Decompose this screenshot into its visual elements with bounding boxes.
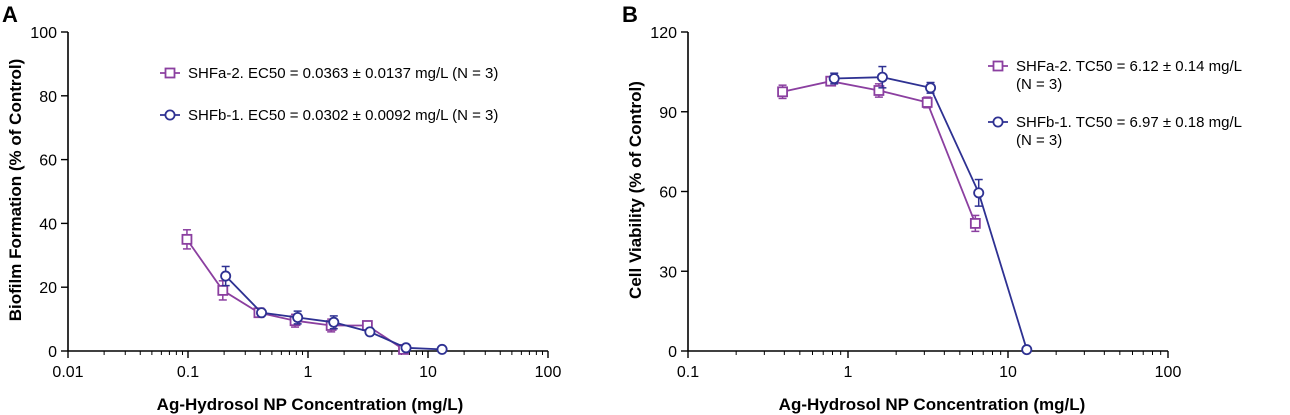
panel-b-y-tick-label: 30 xyxy=(659,264,677,281)
panel-b-x-tick-label: 10 xyxy=(999,364,1017,381)
panel-a-y-tick-label: 100 xyxy=(30,25,57,42)
panel-b-legend-circles-marker xyxy=(992,116,1004,128)
panel-a-series-circles-point xyxy=(220,270,232,282)
panel-a-label: A xyxy=(2,2,18,27)
panel-b-series-circles-point xyxy=(973,187,985,199)
panel-b-series xyxy=(777,65,1033,356)
panel-a-legend-circles-marker xyxy=(164,109,176,121)
panel-a-legend-squares-text: SHFa-2. EC50 = 0.0363 ± 0.0137 mg/L (N =… xyxy=(188,65,498,82)
panel-a-y-axis-title: Biofilm Formation (% of Control) xyxy=(6,59,25,322)
panel-b-series-circles-point xyxy=(1021,344,1033,356)
panel-b-series-circles-point xyxy=(925,82,937,94)
panel-a-x-tick-label: 0.1 xyxy=(177,364,199,381)
panel-b-series-squares-point xyxy=(921,97,933,108)
panel-b-x-axis-title: Ag-Hydrosol NP Concentration (mg/L) xyxy=(779,395,1086,414)
panel-b-axes: 0.1 1 10 100 0 30 60 90 120 xyxy=(650,25,1181,381)
panel-b-series-squares-point xyxy=(969,217,981,229)
panel-b-y-axis-title: Cell Viability (% of Control) xyxy=(626,81,645,299)
panel-b-series-squares-point xyxy=(873,85,885,96)
panel-b: B Cell Viability (% of Control) Ag-Hydro… xyxy=(622,2,1242,414)
panel-a-series-circles-point xyxy=(256,307,268,319)
panel-b-label: B xyxy=(622,2,638,27)
panel-a-legend-circles-text: SHFb-1. EC50 = 0.0302 ± 0.0092 mg/L (N =… xyxy=(188,107,498,124)
panel-b-y-tick-label: 0 xyxy=(668,344,677,361)
panel-a-y-tick-label: 80 xyxy=(39,89,57,106)
panel-a: A Biofilm Formation (% of Control) Ag-Hy… xyxy=(2,2,561,414)
panel-b-series-circles-point xyxy=(828,73,840,85)
panel-a-x-axis-title: Ag-Hydrosol NP Concentration (mg/L) xyxy=(157,395,464,414)
panel-b-series-circles-point xyxy=(876,71,888,83)
panel-a-series-circles-point xyxy=(400,342,412,354)
panel-b-x-tick-label: 0.1 xyxy=(677,364,699,381)
panel-b-series-squares-line xyxy=(782,80,977,224)
panel-b-legend-squares-text: SHFa-2. TC50 = 6.12 ± 0.14 mg/L xyxy=(1016,58,1242,75)
panel-b-legend: SHFa-2. TC50 = 6.12 ± 0.14 mg/L(N = 3)SH… xyxy=(988,58,1242,149)
panel-a-series-circles-point xyxy=(364,326,376,338)
panel-b-legend-squares-text: (N = 3) xyxy=(1016,76,1062,93)
panel-a-series-squares-point xyxy=(217,284,229,296)
panel-b-legend-circles-text: SHFb-1. TC50 = 6.97 ± 0.18 mg/L xyxy=(1016,114,1242,131)
panel-a-y-tick-label: 20 xyxy=(39,280,57,297)
panel-a-series-circles-point xyxy=(292,312,304,324)
panel-a-y-tick-label: 40 xyxy=(39,216,57,233)
panel-b-x-tick-label: 100 xyxy=(1155,364,1182,381)
panel-a-series xyxy=(181,229,448,355)
panel-b-legend-circles-text: (N = 3) xyxy=(1016,132,1062,149)
panel-a-series-circles-point xyxy=(436,343,448,355)
panel-a-y-tick-label: 60 xyxy=(39,153,57,170)
panel-b-y-tick-label: 60 xyxy=(659,185,677,202)
panel-a-x-tick-label: 0.01 xyxy=(52,364,83,381)
panel-b-y-tick-label: 120 xyxy=(650,25,677,42)
panel-a-legend-squares-marker xyxy=(164,67,176,79)
panel-a-x-tick-label: 10 xyxy=(419,364,437,381)
panel-b-y-tick-label: 90 xyxy=(659,105,677,122)
panel-a-legend: SHFa-2. EC50 = 0.0363 ± 0.0137 mg/L (N =… xyxy=(160,65,498,124)
panel-a-x-tick-label: 100 xyxy=(535,364,562,381)
panel-a-series-circles-point xyxy=(328,316,340,328)
panel-a-series-squares-point xyxy=(181,233,193,245)
panel-b-series-squares-point xyxy=(777,86,788,98)
panel-b-x-tick-label: 1 xyxy=(844,364,853,381)
panel-a-x-tick-label: 1 xyxy=(304,364,313,381)
panel-b-legend-squares-marker xyxy=(992,60,1004,72)
panel-a-y-tick-label: 0 xyxy=(48,344,57,361)
panel-a-axes: 0.01 0.1 1 10 100 0 20 40 60 80 100 xyxy=(30,25,561,381)
